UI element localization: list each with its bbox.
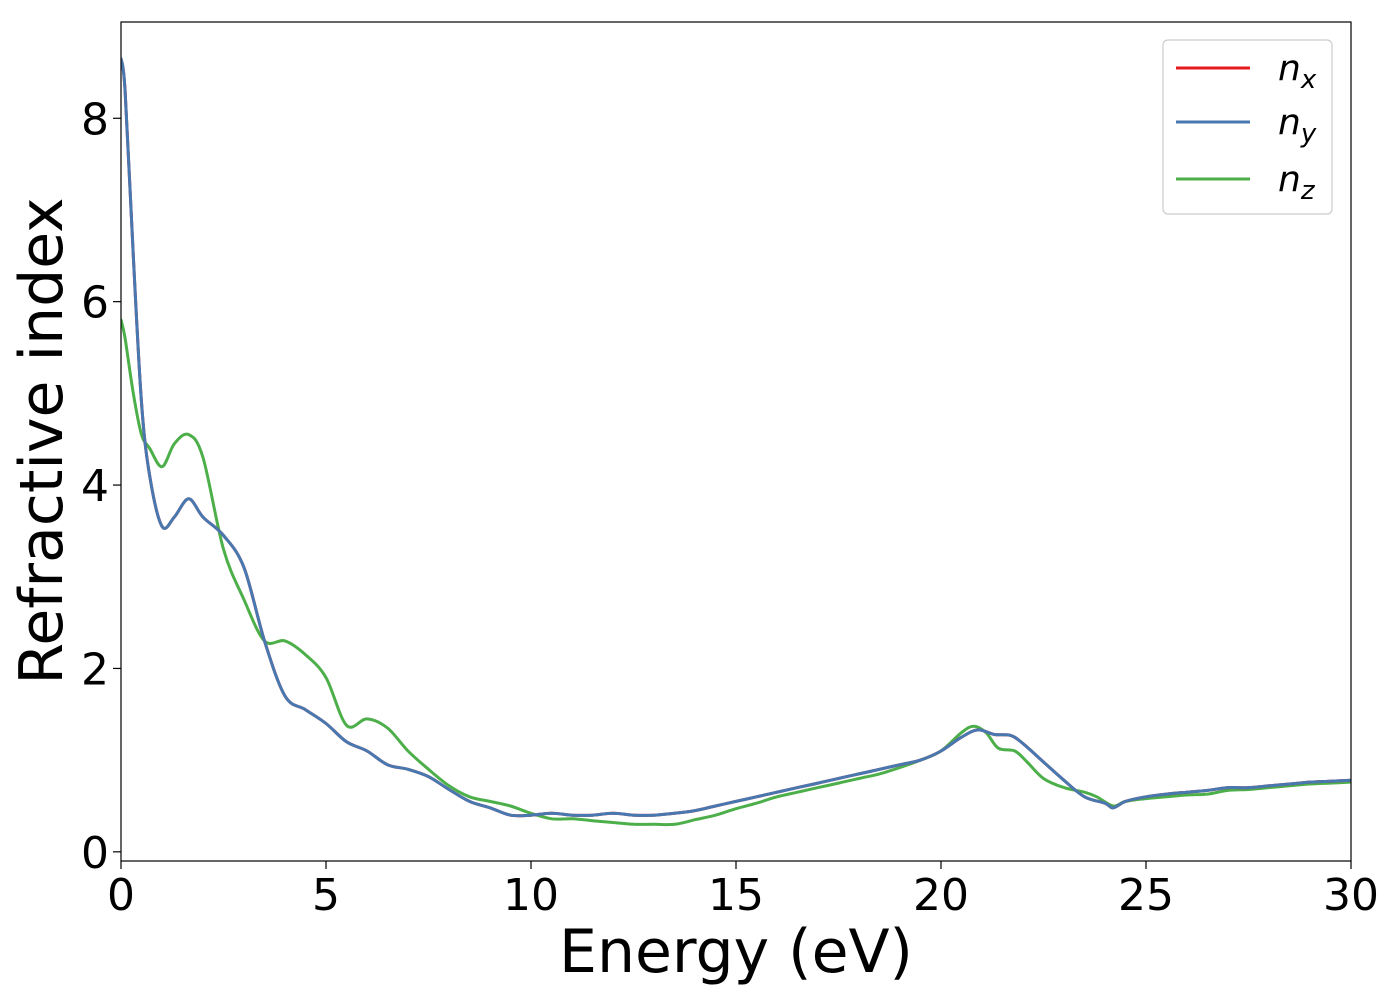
x-tick-label: 5	[312, 870, 340, 921]
x-tick-label: 30	[1323, 870, 1379, 921]
x-tick-label: 25	[1118, 870, 1174, 921]
y-tick-label: 4	[81, 461, 109, 512]
series-line-z	[121, 318, 1351, 827]
series-line-y	[121, 57, 1351, 818]
legend: nx ny nz	[1162, 39, 1333, 215]
y-tick-label: 0	[81, 828, 109, 879]
x-tick-label: 0	[107, 870, 135, 921]
legend-label-z: nz	[1278, 159, 1316, 206]
y-tick-label: 8	[81, 94, 109, 145]
y-axis: 0 2 4 6 8	[81, 94, 121, 879]
x-tick-label: 10	[503, 870, 559, 921]
legend-box	[1162, 39, 1333, 215]
x-axis-label: Energy (eV)	[559, 917, 913, 987]
y-tick-label: 6	[81, 278, 109, 329]
legend-label-y: ny	[1278, 102, 1317, 149]
legend-label-x: nx	[1278, 48, 1317, 95]
y-tick-label: 2	[81, 644, 109, 695]
y-axis-label: Refractive index	[7, 197, 77, 684]
x-tick-label: 20	[913, 870, 969, 921]
x-tick-label: 15	[708, 870, 764, 921]
x-axis: 0 5 10 15 20 25 30	[107, 861, 1379, 921]
